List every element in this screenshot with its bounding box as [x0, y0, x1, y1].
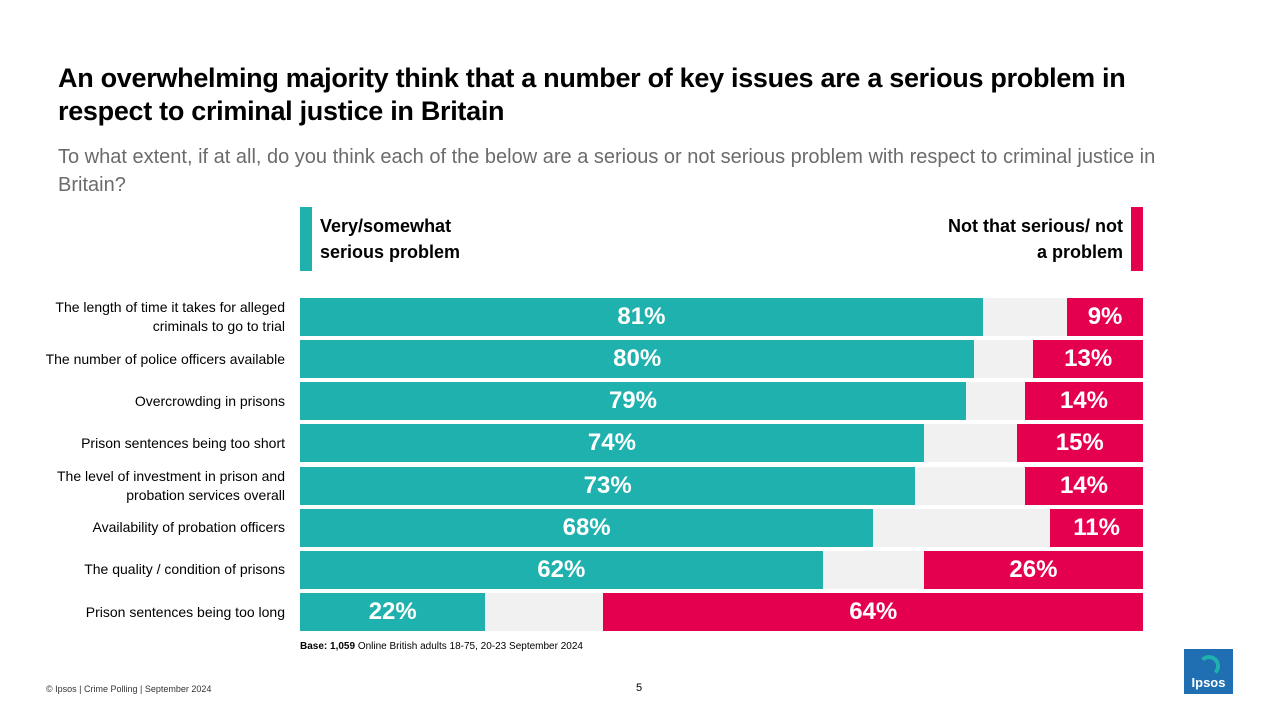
- value-label-not-serious: 13%: [1064, 345, 1113, 373]
- bar-not-serious: [603, 593, 1143, 632]
- bar-remainder: [822, 550, 924, 589]
- value-label-serious: 73%: [583, 471, 632, 499]
- logo-text: Ipsos: [1191, 675, 1226, 690]
- category-label: The length of time it takes for alleged …: [55, 299, 285, 334]
- value-label-serious: 22%: [368, 598, 417, 626]
- category-label: Overcrowding in prisons: [134, 392, 285, 409]
- bar-not-serious: [1024, 382, 1143, 421]
- ipsos-logo: Ipsos: [1184, 649, 1233, 694]
- value-label-not-serious: 14%: [1059, 387, 1108, 415]
- page-number: 5: [636, 682, 643, 694]
- bar-not-serious: [1067, 298, 1143, 336]
- bar-not-serious: [1033, 340, 1143, 379]
- legend-not-serious-swatch: [1131, 207, 1143, 271]
- bar-remainder: [873, 508, 1051, 547]
- legend-serious-swatch: [300, 207, 312, 271]
- legend-not-serious-label: Not that serious/ not a problem: [948, 216, 1123, 262]
- category-label: Prison sentences being too short: [81, 434, 285, 451]
- bar-not-serious: [1024, 466, 1143, 505]
- value-label-not-serious: 15%: [1055, 429, 1104, 457]
- bar-serious: [300, 466, 916, 505]
- logo-arc-icon: [1198, 655, 1220, 677]
- legend-serious-label: Very/somewhat serious problem: [320, 216, 461, 262]
- bar-remainder: [915, 466, 1025, 505]
- bar-serious: [300, 382, 966, 421]
- base-prefix: Base: 1,059: [300, 641, 356, 652]
- bar-not-serious: [1016, 424, 1143, 463]
- bar-serious: [300, 424, 924, 463]
- bar-remainder: [974, 340, 1034, 379]
- category-label: Prison sentences being too long: [85, 603, 285, 620]
- category-label: The number of police officers available: [45, 350, 285, 367]
- value-label-serious: 81%: [617, 303, 666, 330]
- bar-serious: [300, 508, 874, 547]
- base-note: Base: 1,059 Online British adults 18-75,…: [300, 641, 583, 652]
- question-subtitle: To what extent, if at all, do you think …: [58, 146, 1156, 196]
- bar-remainder: [485, 593, 604, 632]
- value-label-serious: 74%: [587, 429, 636, 457]
- category-label: The quality / condition of prisons: [84, 561, 285, 578]
- value-label-not-serious: 14%: [1059, 471, 1108, 499]
- bar-serious: [300, 340, 975, 379]
- bar-remainder: [965, 382, 1025, 421]
- value-label-serious: 80%: [613, 345, 662, 373]
- value-label-not-serious: 9%: [1087, 303, 1123, 330]
- bar-not-serious: [923, 550, 1143, 589]
- category-label: The level of investment in prison and pr…: [56, 467, 285, 503]
- value-label-not-serious: 11%: [1073, 513, 1120, 541]
- bar-not-serious: [1050, 508, 1143, 547]
- base-text: Online British adults 18-75, 20-23 Septe…: [355, 641, 583, 652]
- category-label: Availability of probation officers: [92, 519, 285, 536]
- bar-serious: [300, 593, 486, 632]
- footer-copyright: © Ipsos | Crime Polling | September 2024: [46, 684, 212, 694]
- value-label-serious: 79%: [608, 387, 657, 415]
- value-label-not-serious: 64%: [849, 598, 898, 626]
- page-title: An overwhelming majority think that a nu…: [58, 63, 1126, 126]
- bar-remainder: [982, 298, 1068, 336]
- bar-remainder: [923, 424, 1017, 463]
- bar-serious: [300, 550, 823, 589]
- value-label-not-serious: 26%: [1009, 555, 1058, 583]
- value-label-serious: 68%: [562, 513, 611, 541]
- bar-serious: [300, 298, 983, 336]
- value-label-serious: 62%: [537, 555, 586, 583]
